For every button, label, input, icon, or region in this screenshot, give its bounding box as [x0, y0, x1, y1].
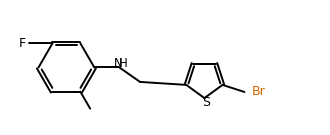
- Text: S: S: [202, 97, 210, 109]
- Text: F: F: [19, 37, 26, 50]
- Text: N: N: [114, 57, 122, 70]
- Text: Br: Br: [252, 85, 265, 99]
- Text: H: H: [119, 57, 128, 70]
